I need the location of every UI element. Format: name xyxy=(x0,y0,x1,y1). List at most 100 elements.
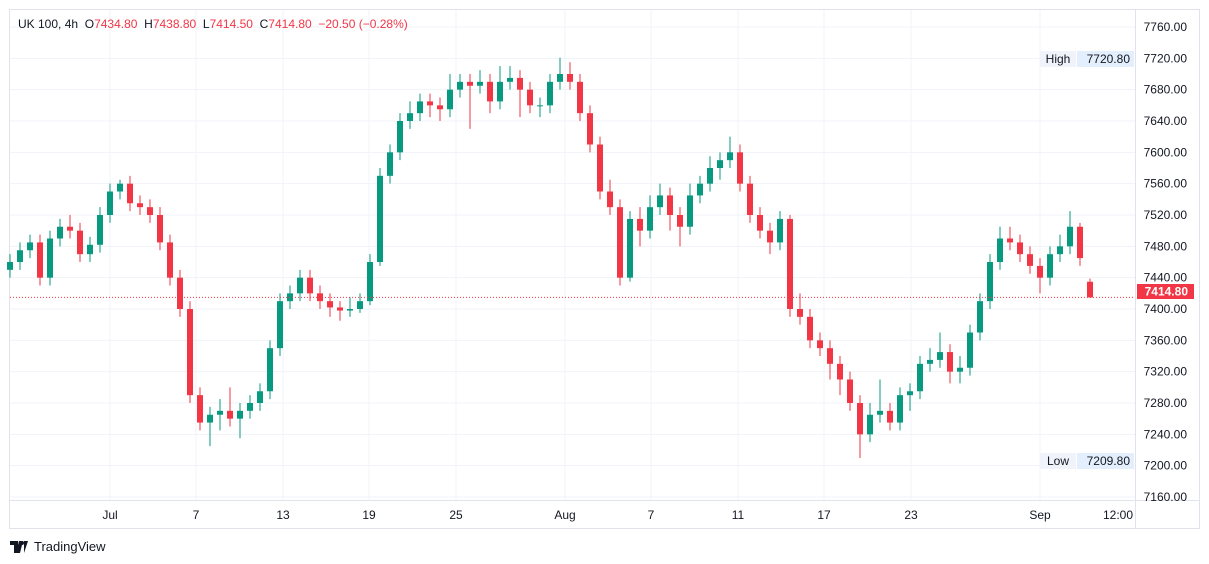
candle xyxy=(67,215,73,239)
candle-body xyxy=(457,81,463,90)
candle-body xyxy=(997,238,1003,262)
candle xyxy=(247,395,253,419)
candle-body xyxy=(467,81,473,86)
candle-body xyxy=(197,395,203,423)
candle-body xyxy=(887,410,893,423)
candle xyxy=(217,399,223,431)
candle xyxy=(547,74,553,114)
candle-body xyxy=(67,226,73,231)
y-tick-label: 7440.00 xyxy=(1144,271,1188,285)
candle xyxy=(777,211,783,251)
candle-body xyxy=(957,367,963,372)
candle xyxy=(447,74,453,118)
candle-body xyxy=(337,307,343,311)
candle xyxy=(367,254,373,306)
candle xyxy=(1007,226,1013,251)
candle xyxy=(827,340,833,380)
candle-body xyxy=(1057,246,1063,255)
candle-body xyxy=(737,152,743,184)
candle-body xyxy=(797,309,803,317)
y-tick-label: 7720.00 xyxy=(1144,51,1188,65)
x-tick-label: 7 xyxy=(193,508,200,522)
price-axis[interactable]: 7160.00 7200.00 7240.00 7280.00 7320.00 7360.… xyxy=(1144,20,1188,504)
candle-body xyxy=(937,352,943,360)
candle xyxy=(577,74,583,121)
ohlc-legend: UK 100, 4h O7434.80 H7438.80 L7414.50 C7… xyxy=(18,17,408,31)
last-price-badge: 7414.80 xyxy=(1137,284,1194,299)
candle-body xyxy=(947,352,953,372)
candle xyxy=(507,66,513,90)
high-value: 7720.80 xyxy=(1087,52,1131,66)
candle xyxy=(857,395,863,458)
candle-body xyxy=(277,301,283,349)
y-tick-label: 7480.00 xyxy=(1144,239,1188,253)
candle xyxy=(107,183,113,223)
candle xyxy=(677,207,683,247)
candle-body xyxy=(557,74,563,82)
candle-body xyxy=(397,121,403,153)
x-tick-label: Sep xyxy=(1029,508,1051,522)
candle xyxy=(377,168,383,266)
candle-body xyxy=(787,218,793,309)
candle-body xyxy=(507,77,513,82)
candle-body xyxy=(137,203,143,208)
candle xyxy=(967,324,973,376)
candle xyxy=(767,222,773,255)
x-tick-label: 17 xyxy=(817,508,831,522)
candle xyxy=(997,226,1003,270)
candle-body xyxy=(387,152,393,176)
x-tick-label: 13 xyxy=(276,508,290,522)
candle-body xyxy=(1017,242,1023,255)
candle-body xyxy=(357,301,363,309)
interval: 4h xyxy=(64,17,79,31)
time-axis[interactable]: Jul 7 13 19 25 Aug 7 11 17 23 Sep 12:00 xyxy=(102,508,1133,522)
candle-body xyxy=(727,152,733,161)
candle xyxy=(307,269,313,302)
candle xyxy=(57,218,63,247)
candle xyxy=(957,356,963,384)
candle xyxy=(1057,234,1063,262)
candle xyxy=(1077,222,1083,266)
candle xyxy=(1047,246,1053,286)
candle-body xyxy=(477,81,483,86)
candle-body xyxy=(717,160,723,168)
brand-name: TradingView xyxy=(34,539,106,554)
candle xyxy=(397,113,403,161)
candle-body xyxy=(187,309,193,396)
candle-body xyxy=(177,277,183,309)
candle-body xyxy=(837,363,843,380)
low-value: 7414.50 xyxy=(209,17,253,31)
candle-body xyxy=(307,277,313,294)
candle-body xyxy=(377,175,383,262)
candle-body xyxy=(907,391,913,396)
candle xyxy=(947,344,953,384)
candle xyxy=(687,183,693,235)
change-value: −20.50 (−0.28%) xyxy=(318,17,408,31)
low-value: 7209.80 xyxy=(1087,454,1131,468)
candle-body xyxy=(927,359,933,364)
high-marker: High 7720.80 xyxy=(1040,51,1134,67)
x-tick-label: 7 xyxy=(648,508,655,522)
candle-body xyxy=(677,215,683,227)
candle-body xyxy=(167,242,173,278)
candle-body xyxy=(77,230,83,255)
close-label: C xyxy=(259,17,269,31)
candle-body xyxy=(517,77,523,90)
candle-body xyxy=(217,410,223,415)
candle-body xyxy=(417,101,423,114)
candle xyxy=(537,97,543,118)
candle-body xyxy=(147,207,153,215)
candle xyxy=(817,332,823,356)
candle xyxy=(587,105,593,153)
candle-body xyxy=(367,262,373,302)
tradingview-logo[interactable]: TradingView xyxy=(10,539,106,554)
candle-body xyxy=(117,183,123,192)
candle xyxy=(927,348,933,372)
y-tick-label: 7760.00 xyxy=(1144,20,1188,34)
candle-body xyxy=(57,226,63,239)
candle xyxy=(897,387,903,431)
candle xyxy=(917,356,923,400)
candle-body xyxy=(17,250,23,262)
candle xyxy=(937,332,943,368)
